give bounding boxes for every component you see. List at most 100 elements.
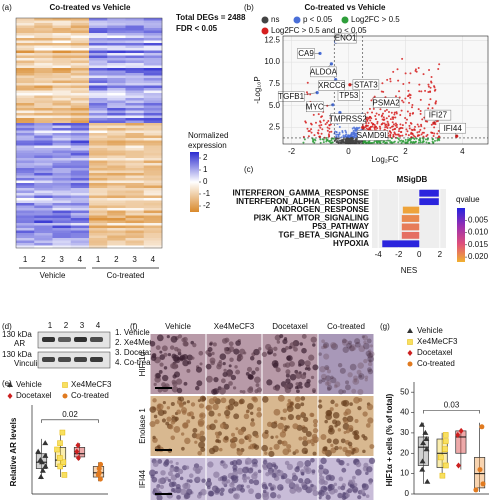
heatmap-frame: [15, 17, 163, 249]
volcano-point: [387, 115, 390, 118]
volcano-point: [342, 134, 345, 137]
heatmap-cell: [143, 18, 163, 21]
volcano-point: [421, 131, 424, 134]
nucleus: [288, 360, 295, 367]
nucleus: [162, 374, 169, 382]
heatmap-cell: [89, 203, 108, 206]
heatmap-cell: [125, 208, 145, 211]
volcano-point: [426, 120, 429, 123]
nucleus: [357, 362, 364, 369]
heatmap-cell: [34, 180, 53, 184]
volcano-point: [389, 126, 392, 129]
heatmap-cell: [16, 165, 35, 169]
nucleus: [271, 473, 277, 478]
volcano-point: [380, 90, 383, 93]
gene-label-box: [330, 113, 366, 124]
volcano-point: [416, 123, 419, 126]
nucleus: [330, 399, 335, 405]
category-label: PI3K_AKT_MTOR_SIGNALING: [254, 214, 369, 223]
heatmap-cell: [16, 215, 35, 219]
volcano-point: [338, 133, 341, 136]
heatmap-cell: [125, 190, 145, 194]
nucleus: [347, 340, 352, 345]
heatmap-cell: [34, 90, 53, 94]
nucleus: [205, 363, 212, 370]
volcano-point: [353, 126, 356, 129]
nucleus: [326, 387, 331, 391]
volcano-point: [305, 91, 308, 94]
volcano-point: [338, 131, 341, 134]
data-point: [57, 455, 63, 461]
heatmap-cell: [125, 128, 145, 131]
heatmap-cell: [70, 135, 90, 139]
heatmap-cell: [89, 60, 108, 64]
volcano-point: [437, 138, 440, 141]
nucleus: [304, 381, 311, 388]
heatmap-cell: [143, 205, 163, 209]
heatmap-cell: [34, 18, 53, 21]
heatmap-cell: [125, 35, 145, 39]
nucleus: [353, 379, 358, 383]
nucleus: [323, 468, 327, 472]
heatmap-cell: [107, 140, 126, 144]
heatmap-cell: [16, 125, 35, 129]
nucleus: [153, 382, 157, 387]
heatmap-cell: [89, 145, 108, 149]
heatmap-cell: [143, 160, 163, 164]
heatmap-cell: [52, 63, 72, 66]
nucleus: [152, 461, 159, 468]
colorbar-tick-label: 2: [203, 153, 208, 162]
nucleus: [149, 420, 156, 428]
heatmap-cell: [89, 170, 108, 174]
colorbar-tick-label: -1: [203, 189, 211, 198]
heatmap-cell: [70, 108, 90, 111]
heatmap-cell: [107, 185, 126, 189]
heatmap-cell: [34, 150, 53, 154]
bar: [419, 189, 439, 197]
heatmap-cell: [107, 168, 126, 171]
data-point: [442, 446, 448, 453]
volcano-point: [392, 70, 395, 73]
heatmap-cell: [143, 48, 163, 51]
volcano-point: [347, 142, 350, 145]
heatmap-cell: [89, 160, 108, 164]
box: [417, 436, 429, 466]
nucleus: [186, 354, 193, 361]
heatmap-cell: [70, 90, 90, 94]
legend-label: Log2FC > 0.5: [351, 15, 400, 24]
heatmap-cell: [70, 45, 90, 49]
nucleus: [280, 416, 284, 420]
nucleus: [337, 428, 342, 432]
heatmap-cell: [16, 30, 35, 34]
nucleus: [179, 358, 184, 362]
data-point: [480, 481, 486, 487]
nucleus: [200, 488, 207, 496]
volcano-point: [392, 116, 395, 119]
heatmap-cell: [16, 183, 35, 186]
sample-label: 3: [132, 255, 137, 264]
volcano-point: [427, 83, 430, 86]
heatmap-cell: [143, 25, 163, 29]
nucleus: [368, 349, 372, 353]
volcano-point: [344, 129, 347, 132]
nucleus: [198, 441, 206, 449]
volcano-point: [409, 72, 412, 75]
volcano-point: [397, 138, 400, 141]
heatmap-cell: [125, 215, 145, 219]
volcano-point: [408, 124, 411, 127]
volcano-point: [379, 108, 382, 111]
volcano-point: [319, 141, 322, 144]
data-point: [54, 446, 60, 453]
volcano-point: [375, 112, 378, 115]
heatmap-cell: [143, 170, 163, 174]
nucleus: [289, 373, 297, 381]
heatmap-cell: [34, 173, 53, 176]
heatmap-cell: [34, 35, 53, 39]
heatmap-cell: [89, 153, 108, 156]
heatmap-cell: [125, 83, 145, 86]
heatmap-cell: [70, 53, 90, 56]
heatmap-cell: [143, 128, 163, 131]
heatmap-cell: [89, 150, 108, 154]
sample-label: 4: [151, 255, 156, 264]
volcano-point: [433, 139, 436, 142]
